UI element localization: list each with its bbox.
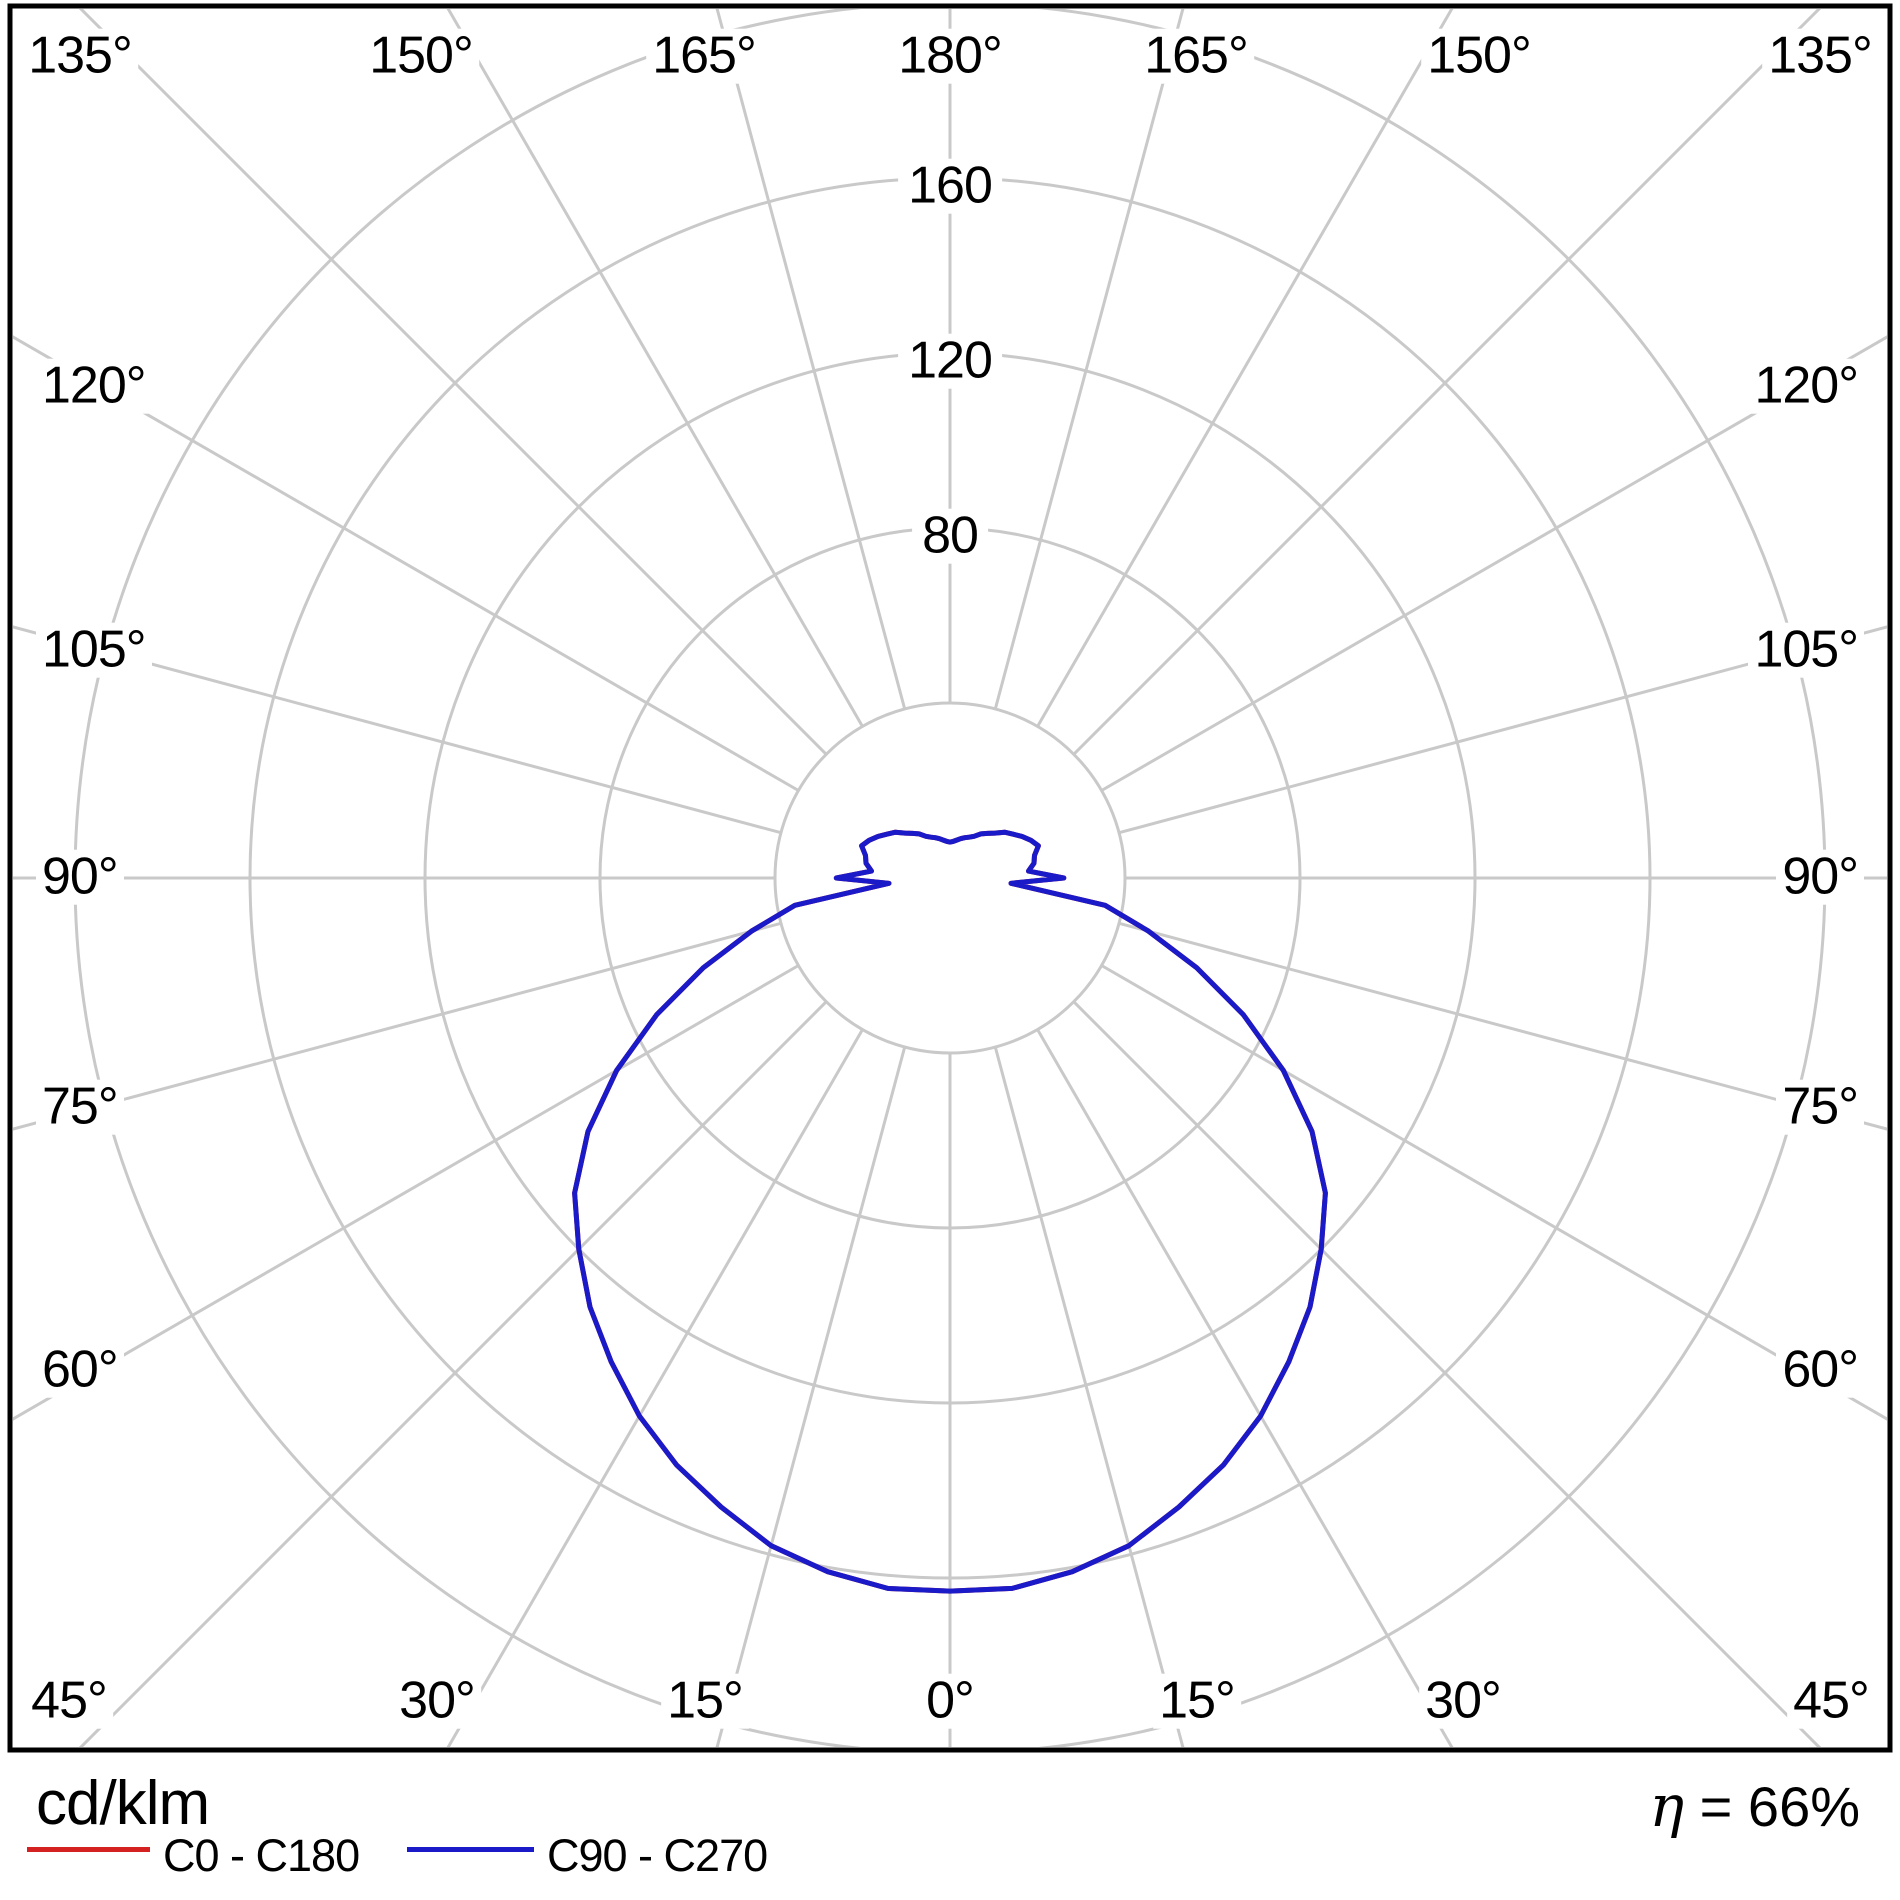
efficiency-text: = 66%: [1699, 1775, 1860, 1838]
radial-label-80: 80: [912, 509, 988, 564]
angle-label-bottom-30: 30°: [393, 1674, 481, 1729]
angle-label-top-180: 180°: [892, 29, 1008, 84]
chart-frame: [7, 3, 1893, 1753]
angle-label-right-90: 90°: [1776, 850, 1864, 905]
angle-label-top-135: 135°: [22, 29, 138, 84]
legend-swatch-c0-c180: [27, 1847, 150, 1852]
angle-label-bottom-45-r: 45°: [1787, 1674, 1875, 1729]
angle-label-left-105: 105°: [36, 623, 152, 678]
radial-label-120: 120: [898, 334, 1002, 389]
angle-label-left-60: 60°: [36, 1343, 124, 1398]
angle-label-left-75: 75°: [36, 1080, 124, 1135]
angle-label-right-105: 105°: [1748, 623, 1864, 678]
legend-label-c0-c180: C0 - C180: [163, 1830, 360, 1881]
efficiency-value: η = 66%: [1649, 1772, 1860, 1840]
angle-label-bottom-45: 45°: [25, 1674, 113, 1729]
angle-label-top-165: 165°: [646, 29, 762, 84]
angle-label-bottom-30-r: 30°: [1419, 1674, 1507, 1729]
eta-symbol: η: [1649, 1772, 1685, 1840]
angle-label-bottom-0: 0°: [920, 1674, 980, 1729]
angle-label-right-60: 60°: [1776, 1343, 1864, 1398]
angle-label-left-90: 90°: [36, 850, 124, 905]
angle-label-right-75: 75°: [1776, 1080, 1864, 1135]
angle-label-top-135-r: 135°: [1762, 29, 1878, 84]
angle-label-top-165-r: 165°: [1138, 29, 1254, 84]
radial-label-160: 160: [898, 159, 1002, 214]
angle-label-top-150-r: 150°: [1421, 29, 1537, 84]
angle-label-bottom-15: 15°: [661, 1674, 749, 1729]
legend-label-c90-c270: C90 - C270: [547, 1830, 768, 1881]
angle-label-bottom-15-r: 15°: [1153, 1674, 1241, 1729]
legend-swatch-c90-c270: [407, 1847, 534, 1852]
angle-label-left-120: 120°: [36, 359, 152, 414]
curve-c90-c270: [572, 829, 1328, 1594]
angle-label-top-150: 150°: [363, 29, 479, 84]
unit-label: cd/klm: [36, 1769, 210, 1838]
angle-label-right-120: 120°: [1748, 359, 1864, 414]
